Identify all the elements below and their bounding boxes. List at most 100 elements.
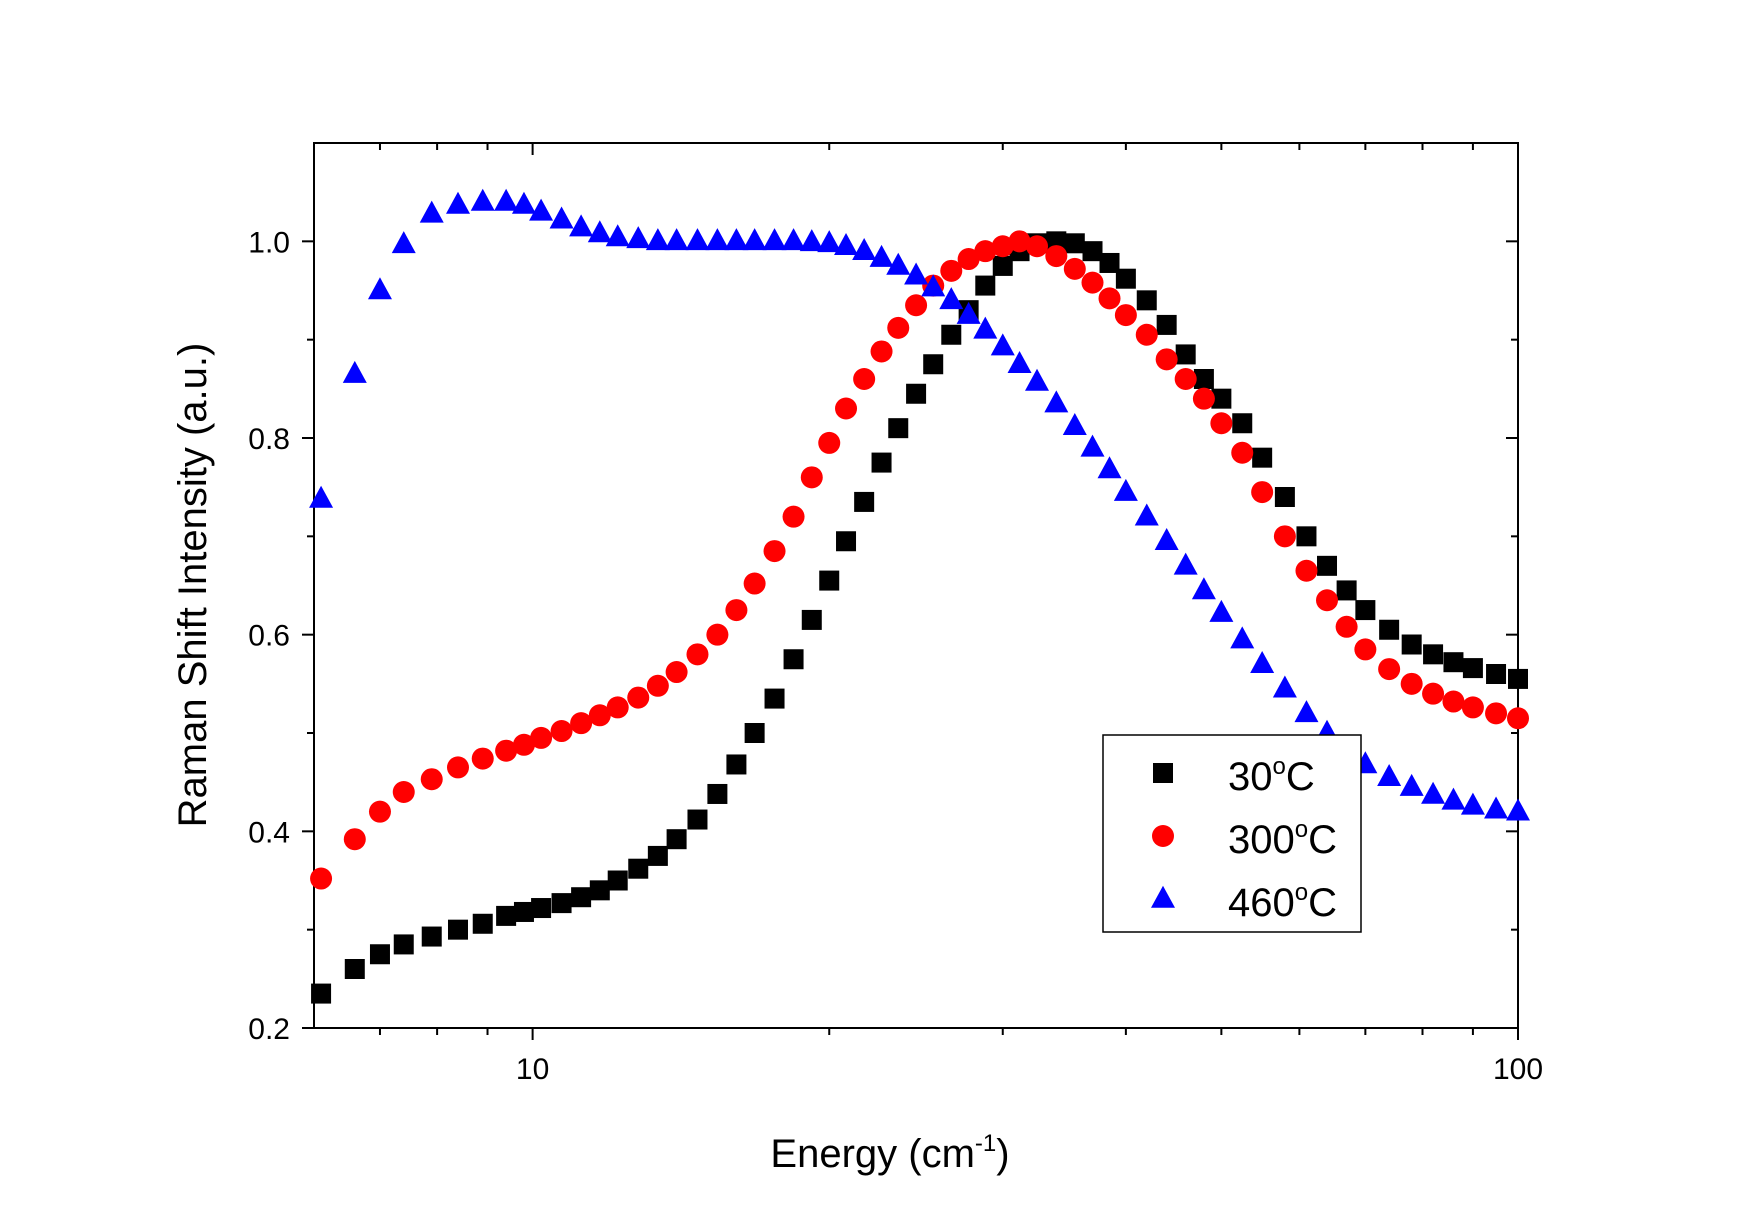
circle-point xyxy=(368,800,391,823)
circle-point xyxy=(782,505,805,528)
triangle-point xyxy=(939,287,964,310)
square-point xyxy=(1099,252,1120,273)
triangle-point xyxy=(419,200,444,223)
x-tick-label: 10 xyxy=(516,1053,549,1086)
triangle-point xyxy=(1080,434,1105,457)
square-point xyxy=(1232,413,1253,434)
series-2 xyxy=(309,188,1530,821)
circle-point xyxy=(940,259,963,282)
square-point xyxy=(871,452,892,473)
square-point xyxy=(1136,290,1157,311)
triangle-point xyxy=(1250,650,1275,673)
circle-point xyxy=(1114,304,1137,327)
square-point xyxy=(888,418,909,439)
circle-point xyxy=(627,686,650,709)
y-tick-label: 0.2 xyxy=(248,1013,290,1046)
triangle-point xyxy=(869,244,894,267)
legend-box xyxy=(1102,734,1362,933)
square-point xyxy=(1193,369,1214,389)
triangle-point xyxy=(705,228,730,251)
square-point xyxy=(1462,658,1483,679)
circle-point xyxy=(446,756,469,779)
triangle-point xyxy=(1062,413,1087,435)
circle-point xyxy=(725,599,748,622)
circle-point xyxy=(495,739,518,762)
square-point xyxy=(1296,526,1317,547)
square-point xyxy=(551,893,572,914)
circle-point xyxy=(1098,287,1121,310)
square-point xyxy=(1486,664,1507,684)
plot-frame xyxy=(313,142,1519,1029)
triangle-point xyxy=(685,228,710,251)
triangle-point xyxy=(921,274,946,297)
circle-point xyxy=(905,294,928,317)
square-point xyxy=(1115,268,1136,289)
circle-point xyxy=(530,726,553,749)
triangle-point xyxy=(1484,796,1509,819)
triangle-point xyxy=(1113,478,1138,501)
y-tick-label: 0.6 xyxy=(248,620,290,653)
square-point xyxy=(1156,314,1177,335)
triangle-point xyxy=(1230,626,1255,649)
triangle-point xyxy=(990,333,1015,356)
triangle-point xyxy=(549,206,574,229)
square-point xyxy=(1508,668,1528,689)
circle-point xyxy=(420,768,443,791)
circle-point xyxy=(392,781,415,803)
square-point xyxy=(1355,600,1376,621)
x-tick-label: 100 xyxy=(1493,1053,1543,1086)
square-point xyxy=(344,959,365,979)
circle-point xyxy=(1295,559,1318,582)
circle-point xyxy=(835,397,858,420)
legend-marker-square xyxy=(1153,763,1173,783)
circle-point xyxy=(686,643,709,666)
triangle-point xyxy=(956,301,981,324)
square-point xyxy=(571,887,592,908)
triangle-point xyxy=(1272,675,1297,698)
circle-point xyxy=(818,431,841,454)
square-point xyxy=(607,870,628,891)
square-point xyxy=(1274,487,1295,507)
triangle-point xyxy=(1154,528,1179,551)
square-point xyxy=(707,783,728,804)
circle-point xyxy=(1174,368,1197,390)
triangle-point xyxy=(1191,577,1216,600)
circle-point xyxy=(1378,658,1401,681)
legend-marker-circle xyxy=(1152,825,1174,847)
square-point xyxy=(513,901,534,922)
triangle-point xyxy=(511,191,536,214)
square-point xyxy=(589,880,610,901)
triangle-point xyxy=(391,231,416,254)
circle-point xyxy=(1045,245,1068,268)
circle-point xyxy=(1155,348,1178,371)
square-point xyxy=(472,913,493,934)
square-point xyxy=(992,255,1013,276)
square-point xyxy=(1336,580,1357,601)
series-1 xyxy=(310,230,1529,890)
circle-point xyxy=(763,540,786,563)
data-markers xyxy=(309,188,1530,1004)
square-point xyxy=(819,570,840,591)
triangle-point xyxy=(904,262,929,285)
circle-point xyxy=(310,867,333,890)
triangle-point xyxy=(664,228,689,251)
circle-point xyxy=(1354,638,1377,661)
square-point xyxy=(906,383,927,404)
triangle-point xyxy=(587,220,612,243)
triangle-point xyxy=(834,233,859,256)
tick-labels: 0.2 0.4 0.6 0.8 1.0 10 100 xyxy=(248,226,1543,1086)
circle-point xyxy=(646,674,669,697)
triangle-point xyxy=(1209,599,1234,622)
triangle-point xyxy=(762,228,787,251)
square-point xyxy=(1082,241,1103,262)
circle-point xyxy=(1273,525,1296,548)
triangle-point xyxy=(724,228,749,251)
triangle-point xyxy=(973,316,998,339)
square-point xyxy=(854,491,875,512)
legend-marker-triangle xyxy=(1151,885,1175,908)
square-point xyxy=(1379,619,1400,640)
circle-point xyxy=(588,704,611,727)
circle-point xyxy=(1316,589,1339,612)
triangle-point xyxy=(1044,390,1069,413)
circle-point xyxy=(471,747,494,770)
